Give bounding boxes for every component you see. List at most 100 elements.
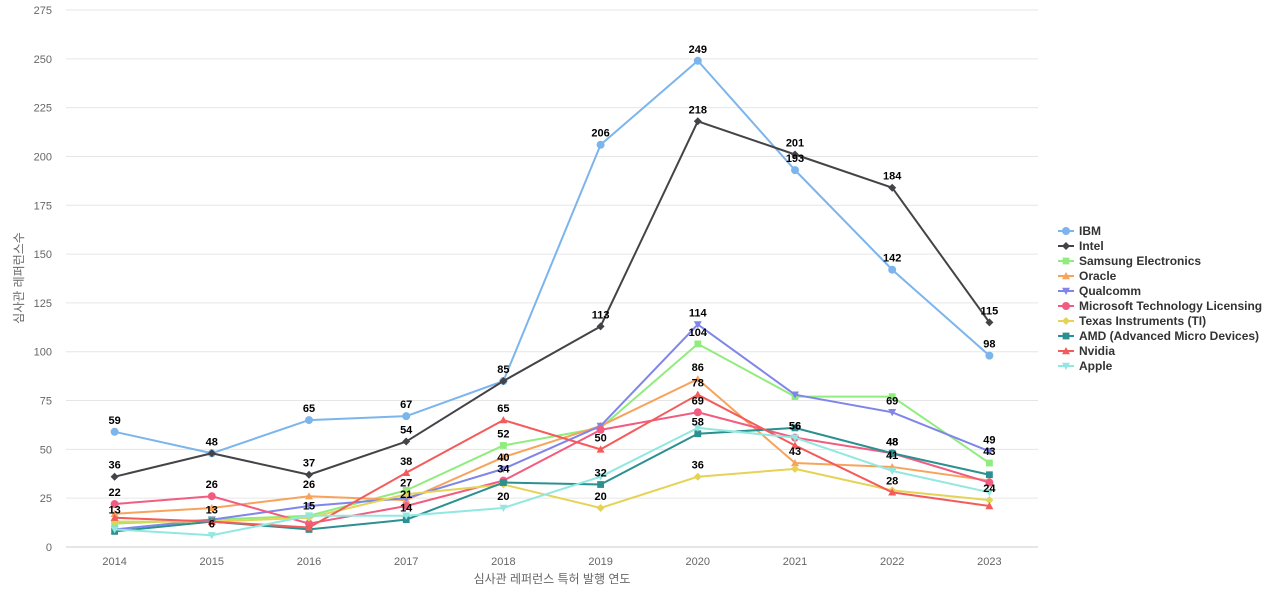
data-point[interactable] xyxy=(596,425,605,434)
data-point[interactable] xyxy=(693,321,702,329)
data-point[interactable] xyxy=(791,441,799,449)
legend-item[interactable]: Texas Instruments (TI) xyxy=(1058,314,1206,328)
data-point[interactable] xyxy=(985,501,994,510)
data-point[interactable] xyxy=(791,464,799,473)
data-point[interactable] xyxy=(305,512,313,520)
legend-item[interactable]: Apple xyxy=(1058,359,1113,373)
data-point[interactable] xyxy=(402,494,411,503)
data-point[interactable] xyxy=(499,453,508,461)
data-point[interactable] xyxy=(693,56,702,65)
data-point[interactable] xyxy=(791,150,799,159)
y-tick-label: 175 xyxy=(34,200,52,212)
y-tick-label: 75 xyxy=(40,396,52,408)
data-point[interactable] xyxy=(791,434,799,442)
data-point[interactable] xyxy=(402,512,411,520)
series-line xyxy=(114,411,990,525)
legend-item[interactable]: Nvidia xyxy=(1058,344,1115,358)
data-point[interactable] xyxy=(985,478,994,487)
data-point[interactable] xyxy=(500,442,507,449)
legend-label: Microsoft Technology Licensing xyxy=(1079,299,1262,313)
data-point[interactable] xyxy=(110,513,119,521)
series-0 xyxy=(110,56,994,458)
data-point[interactable] xyxy=(305,470,313,479)
data-point[interactable] xyxy=(888,449,896,457)
data-point[interactable] xyxy=(985,496,994,505)
data-point[interactable] xyxy=(693,375,702,383)
data-point[interactable] xyxy=(693,472,702,481)
legend-item[interactable]: Oracle xyxy=(1058,269,1117,283)
data-point[interactable] xyxy=(693,390,702,398)
series-line xyxy=(114,426,990,537)
data-point[interactable] xyxy=(986,459,993,467)
data-point[interactable] xyxy=(596,445,605,453)
data-point[interactable] xyxy=(110,500,119,509)
data-point[interactable] xyxy=(110,509,119,518)
data-point[interactable] xyxy=(596,503,605,512)
data-point[interactable] xyxy=(305,502,313,510)
data-point[interactable] xyxy=(888,183,897,192)
data-point[interactable] xyxy=(207,532,216,540)
data-point[interactable] xyxy=(888,265,897,274)
data-point[interactable] xyxy=(596,140,605,149)
data-point[interactable] xyxy=(402,490,411,499)
data-point[interactable] xyxy=(207,492,216,501)
y-tick-label: 275 xyxy=(34,5,52,17)
data-point[interactable] xyxy=(402,437,411,446)
data-point[interactable] xyxy=(791,424,799,432)
data-point[interactable] xyxy=(596,322,605,331)
legend-item[interactable]: IBM xyxy=(1058,224,1101,238)
legend-item[interactable]: AMD (Advanced Micro Devices) xyxy=(1058,329,1259,343)
data-point[interactable] xyxy=(500,479,507,486)
x-tick-label: 2014 xyxy=(102,556,126,568)
y-tick-label: 50 xyxy=(40,444,52,456)
data-point[interactable] xyxy=(499,416,508,424)
data-point[interactable] xyxy=(888,467,897,475)
data-point[interactable] xyxy=(110,472,119,481)
legend-label: Nvidia xyxy=(1079,344,1115,358)
x-tick-label: 2015 xyxy=(200,556,224,568)
data-point[interactable] xyxy=(693,117,702,126)
data-point[interactable] xyxy=(499,465,508,473)
data-point[interactable] xyxy=(985,351,994,360)
data-point[interactable] xyxy=(207,449,216,458)
data-point[interactable] xyxy=(694,340,702,348)
data-point[interactable] xyxy=(402,501,411,510)
legend-label: Texas Instruments (TI) xyxy=(1079,314,1206,328)
data-point[interactable] xyxy=(888,488,897,496)
data-point[interactable] xyxy=(597,481,604,488)
data-point[interactable] xyxy=(791,459,799,467)
data-point[interactable] xyxy=(499,504,508,512)
data-point[interactable] xyxy=(985,318,994,327)
data-label: 54 xyxy=(400,425,413,437)
y-tick-label: 100 xyxy=(34,347,52,359)
data-point[interactable] xyxy=(305,492,313,500)
data-point[interactable] xyxy=(791,391,799,399)
data-point[interactable] xyxy=(985,448,994,456)
data-point[interactable] xyxy=(986,471,993,479)
data-point[interactable] xyxy=(305,523,313,531)
data-label: 142 xyxy=(883,253,901,265)
data-point[interactable] xyxy=(888,393,896,401)
data-point[interactable] xyxy=(402,412,411,421)
legend-item[interactable]: Intel xyxy=(1058,239,1104,253)
data-point[interactable] xyxy=(207,503,216,512)
x-tick-label: 2017 xyxy=(394,556,418,568)
data-point[interactable] xyxy=(402,468,411,476)
data-point[interactable] xyxy=(110,526,119,534)
data-point[interactable] xyxy=(305,416,313,425)
data-point[interactable] xyxy=(693,408,702,417)
legend-item[interactable]: Samsung Electronics xyxy=(1058,254,1201,268)
legend-item[interactable]: Qualcomm xyxy=(1058,284,1141,298)
data-point[interactable] xyxy=(499,377,508,386)
data-point[interactable] xyxy=(110,427,119,436)
data-point[interactable] xyxy=(694,430,702,438)
data-point[interactable] xyxy=(596,473,605,481)
data-point[interactable] xyxy=(207,517,216,525)
data-point[interactable] xyxy=(888,409,897,417)
data-label: 69 xyxy=(886,395,898,407)
data-point[interactable] xyxy=(693,424,702,432)
legend-item[interactable]: Microsoft Technology Licensing xyxy=(1058,299,1262,313)
data-point[interactable] xyxy=(985,489,994,497)
data-label: 14 xyxy=(400,503,413,515)
data-point[interactable] xyxy=(791,166,799,175)
